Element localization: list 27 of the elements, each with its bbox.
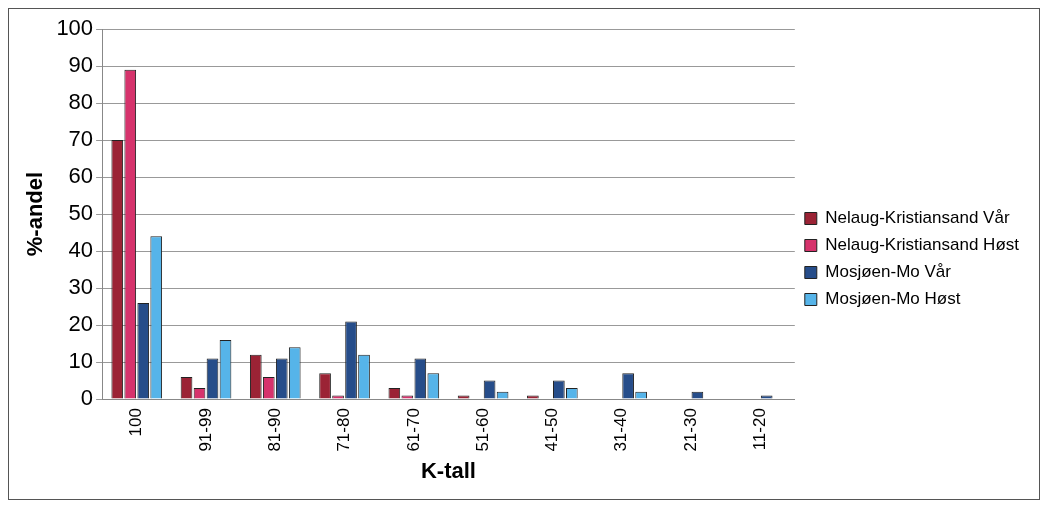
y-tick-label: 40 [68,237,94,263]
y-tick-label: 50 [68,200,94,226]
legend-label: Nelaug-Kristiansand Vår [825,208,1010,228]
legend-label: Nelaug-Kristiansand Høst [825,235,1020,255]
x-tick-label: 21-30 [680,408,700,452]
x-tick-label: 11-20 [749,408,769,451]
x-tick-label: 81-90 [264,408,284,452]
y-tick-label: 80 [68,89,94,115]
x-tick-label: 91-99 [195,408,215,452]
legend-label: Mosjøen-Mo Høst [825,289,961,309]
y-tick-label: 20 [68,311,94,337]
x-axis-title: K-tall [420,457,476,483]
x-tick-label: 61-70 [403,408,423,452]
y-tick-label: 100 [56,15,94,41]
x-tick-label: 71-80 [334,408,354,452]
y-tick-label: 70 [68,126,94,152]
y-tick-label: 30 [68,274,94,300]
y-tick-label: 10 [68,348,94,374]
x-tick-label: 100 [126,408,146,437]
legend-label: Mosjøen-Mo Vår [825,262,952,282]
x-tick-label: 51-60 [472,408,492,452]
x-tick-label: 31-40 [611,408,631,452]
y-tick-label: 60 [68,163,94,189]
y-axis-title: %-andel [22,171,48,257]
y-tick-label: 0 [80,385,94,411]
x-tick-label: 41-50 [542,408,562,452]
y-tick-label: 90 [68,52,94,78]
